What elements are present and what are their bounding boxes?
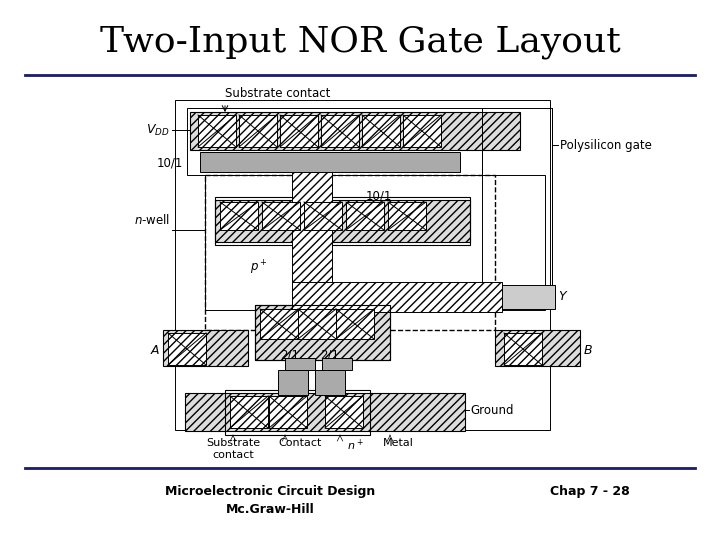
Bar [346, 202, 384, 230]
Bar [325, 396, 363, 428]
Bar [504, 333, 542, 365]
Bar [315, 370, 345, 395]
Text: $V_{DD}$: $V_{DD}$ [146, 123, 170, 138]
Bar [278, 370, 308, 395]
Bar [175, 100, 550, 430]
Bar [322, 358, 352, 370]
Bar [388, 202, 426, 230]
Text: Polysilicon gate: Polysilicon gate [560, 138, 652, 152]
Text: $n$-well: $n$-well [134, 213, 170, 227]
Bar [285, 358, 315, 370]
Bar [298, 309, 336, 339]
Bar [292, 172, 332, 317]
Bar [304, 202, 342, 230]
Bar [220, 202, 258, 230]
Text: $Y$: $Y$ [558, 289, 569, 302]
Text: Microelectronic Circuit Design
Mc.Graw-Hill: Microelectronic Circuit Design Mc.Graw-H… [165, 485, 375, 516]
Bar [380, 285, 555, 309]
Bar [163, 330, 248, 366]
Bar [321, 115, 359, 147]
Bar [280, 115, 318, 147]
Bar [185, 393, 465, 431]
Bar [190, 112, 520, 150]
Bar [269, 396, 307, 428]
Bar [403, 115, 441, 147]
Bar [260, 309, 298, 339]
Text: $n^+$: $n^+$ [346, 438, 364, 453]
Text: Substrate contact: Substrate contact [225, 87, 330, 100]
Bar [262, 202, 300, 230]
Bar [336, 309, 374, 339]
Text: 10/1: 10/1 [366, 190, 392, 202]
Bar [200, 152, 460, 172]
Text: $A$: $A$ [150, 343, 160, 356]
Bar [255, 305, 390, 360]
Text: Ground: Ground [470, 403, 513, 416]
Text: $p^+$: $p^+$ [250, 259, 268, 277]
Text: 2/1: 2/1 [281, 349, 300, 362]
Text: Contact: Contact [279, 438, 322, 448]
Text: Two-Input NOR Gate Layout: Two-Input NOR Gate Layout [99, 25, 621, 59]
Bar [362, 115, 400, 147]
Bar [215, 200, 470, 242]
Text: Metal: Metal [382, 438, 413, 448]
Bar [168, 333, 206, 365]
Bar [187, 108, 482, 175]
Bar [215, 197, 470, 245]
Bar [239, 115, 277, 147]
Text: 10/1: 10/1 [157, 157, 183, 170]
Bar [292, 282, 502, 312]
Text: $B$: $B$ [583, 343, 593, 356]
Text: Chap 7 - 28: Chap 7 - 28 [550, 485, 630, 498]
Bar [225, 390, 370, 435]
Bar [495, 330, 580, 366]
Text: 2/1: 2/1 [320, 349, 340, 362]
Bar [255, 305, 390, 360]
Bar [230, 396, 268, 428]
Text: Substrate
contact: Substrate contact [206, 438, 260, 460]
Bar [205, 175, 545, 310]
Bar [198, 115, 236, 147]
Bar [205, 175, 495, 330]
